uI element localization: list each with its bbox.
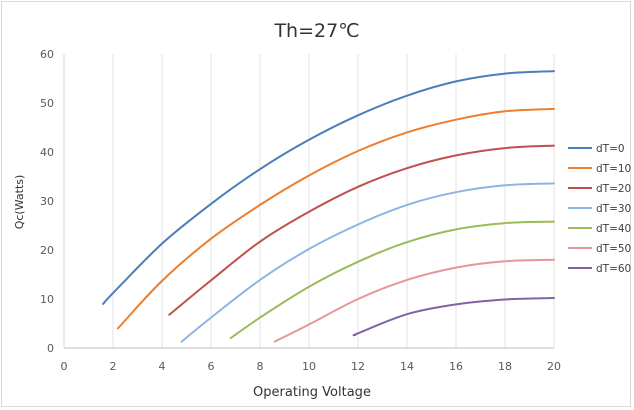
x-tick-label: 14 — [400, 360, 414, 373]
y-axis-label: Qc(Watts) — [13, 175, 26, 230]
series-line-dT=40 — [229, 220, 555, 340]
grid-lines — [112, 54, 555, 348]
legend-label: dT=10 — [596, 163, 631, 175]
series-line-dT=60 — [352, 297, 555, 337]
x-tick-label: 4 — [159, 360, 166, 373]
legend-label: dT=60 — [596, 263, 631, 275]
y-tick-label: 0 — [47, 342, 54, 355]
x-tick-label: 18 — [498, 360, 512, 373]
legend-label: dT=30 — [596, 203, 631, 215]
legend-label: dT=0 — [596, 143, 625, 155]
x-axis-label: Operating Voltage — [253, 385, 371, 400]
x-tick-label: 6 — [208, 360, 215, 373]
x-tick-label: 16 — [449, 360, 463, 373]
x-tick-label: 2 — [110, 360, 117, 373]
series-line-dT=10 — [116, 107, 555, 330]
series-line-dT=30 — [180, 182, 555, 343]
series-line-dT=50 — [273, 258, 555, 343]
y-tick-label: 50 — [40, 97, 54, 110]
legend-label: dT=20 — [596, 183, 631, 195]
x-tick-label: 0 — [61, 360, 68, 373]
x-tick-label: 8 — [257, 360, 264, 373]
x-tick-label: 20 — [547, 360, 561, 373]
y-tick-label: 40 — [40, 146, 54, 159]
series-line-dT=20 — [168, 144, 555, 316]
series-line-dT=0 — [102, 70, 555, 305]
y-tick-label: 30 — [40, 195, 54, 208]
y-tick-label: 60 — [40, 48, 54, 61]
x-tick-label: 10 — [302, 360, 316, 373]
y-tick-label: 20 — [40, 244, 54, 257]
chart-title: Th=27℃ — [273, 20, 359, 42]
legend: dT=0 dT=10 dT=20 dT=30 dT=40 dT=50 dT=60 — [568, 143, 631, 275]
legend-label: dT=50 — [596, 243, 631, 255]
series-lines — [102, 70, 555, 343]
legend-label: dT=40 — [596, 223, 631, 235]
axes: 0 2 4 6 8 10 12 14 16 18 20 0 10 20 30 40 50 60 — [40, 48, 561, 373]
y-tick-label: 10 — [40, 293, 54, 306]
x-tick-label: 12 — [351, 360, 365, 373]
